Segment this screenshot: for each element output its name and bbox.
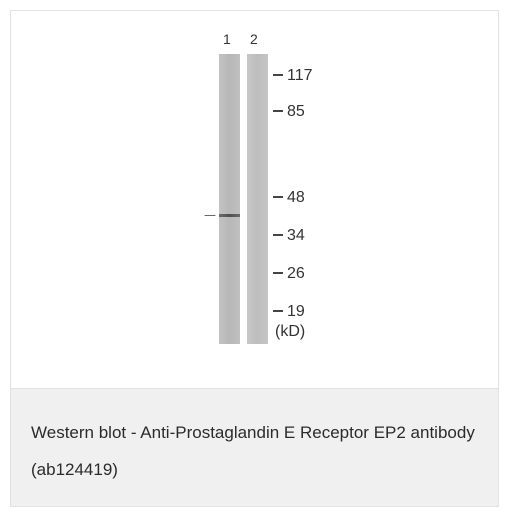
marker-label: 85 — [287, 103, 305, 120]
marker-dash — [273, 233, 283, 236]
marker-85: 85 — [273, 103, 305, 121]
figure-caption: Western blot - Anti-Prostaglandin E Rece… — [31, 423, 475, 479]
caption-area: Western blot - Anti-Prostaglandin E Rece… — [11, 388, 498, 506]
western-blot-figure: 1 2 — 117 85 48 34 26 19 (kD) — [11, 11, 498, 388]
marker-label: 26 — [287, 265, 305, 282]
figure-card: 1 2 — 117 85 48 34 26 19 (kD) Western bl… — [10, 10, 499, 507]
blot-lane-2 — [247, 54, 268, 344]
marker-label: 48 — [287, 189, 305, 206]
marker-dash — [273, 195, 283, 198]
marker-48: 48 — [273, 189, 305, 207]
marker-117: 117 — [273, 67, 313, 85]
marker-dash — [273, 271, 283, 274]
blot-lane-1 — [219, 54, 240, 344]
marker-label: 34 — [287, 227, 305, 244]
marker-label: 19 — [287, 303, 305, 320]
marker-34: 34 — [273, 227, 305, 245]
lane-label-2: 2 — [250, 31, 258, 47]
marker-label: 117 — [287, 67, 313, 84]
protein-band — [219, 214, 240, 217]
marker-dash — [273, 309, 283, 312]
marker-26: 26 — [273, 265, 305, 283]
unit-label: (kD) — [275, 323, 305, 341]
unit-label-text: (kD) — [275, 323, 306, 340]
lane-label-1: 1 — [223, 31, 231, 47]
marker-dash — [273, 109, 283, 112]
band-arrow-icon: — — [204, 208, 216, 222]
marker-19: 19 — [273, 303, 305, 321]
marker-dash — [273, 73, 283, 76]
